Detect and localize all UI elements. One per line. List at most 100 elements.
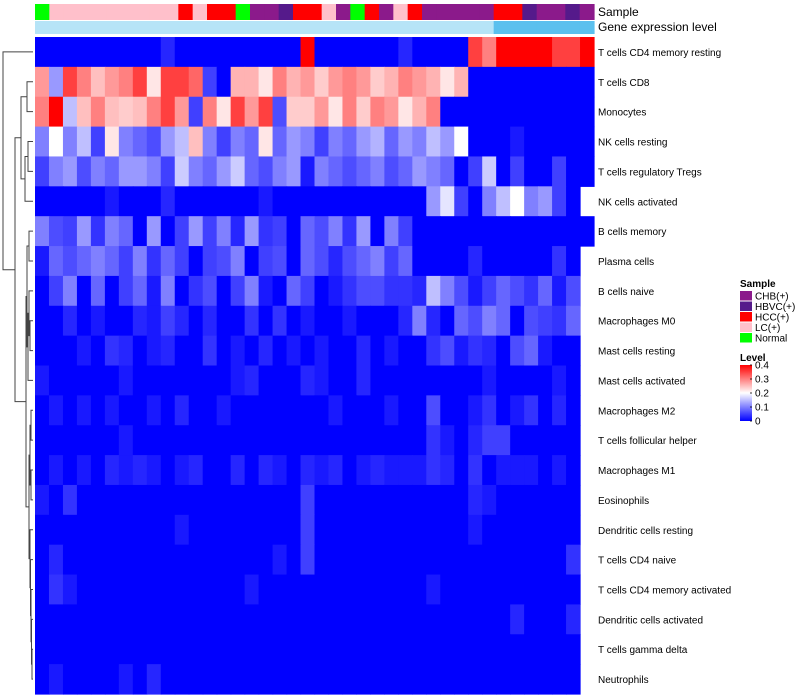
heatmap-cell (132, 604, 148, 635)
heatmap-cell (244, 395, 260, 426)
heatmap-cell (62, 604, 78, 635)
level-colorbar (740, 365, 752, 421)
heatmap-cell (90, 365, 106, 396)
heatmap-cell (454, 425, 469, 456)
heatmap-cell (384, 305, 399, 337)
heatmap-cell (244, 275, 260, 307)
heatmap-cell (104, 425, 120, 456)
heatmap-cell (188, 514, 204, 546)
dendrogram-branch (2, 51, 33, 271)
heatmap-cell (482, 604, 497, 635)
heatmap-cell (412, 37, 427, 68)
heatmap-cell (160, 395, 176, 426)
heatmap-cell (314, 514, 330, 546)
heatmap-cell (286, 455, 302, 486)
heatmap-cell (300, 305, 316, 337)
heatmap-cell (398, 574, 413, 606)
heatmap-cell (160, 604, 176, 635)
heatmap-cell (482, 634, 497, 665)
expression-annotation-cell (350, 21, 366, 34)
heatmap-cell (286, 395, 302, 426)
heatmap-cell (76, 455, 92, 486)
heatmap-cell (454, 514, 469, 546)
heatmap-cell (328, 66, 344, 98)
heatmap-cell (244, 126, 260, 158)
heatmap-cell (62, 574, 78, 606)
heatmap-cell (132, 305, 148, 337)
heatmap-cell (384, 395, 399, 426)
heatmap-cell (272, 216, 288, 247)
heatmap-cell (384, 156, 399, 187)
heatmap-cell (342, 96, 358, 128)
sample-annotation-cell (92, 4, 108, 20)
heatmap-cell (426, 335, 441, 367)
heatmap-cell (216, 365, 232, 396)
heatmap-cell (566, 335, 581, 367)
expression-annotation-cell (221, 21, 237, 34)
heatmap-cell (272, 604, 288, 635)
heatmap-cell (230, 634, 246, 665)
heatmap-cell (118, 216, 134, 247)
heatmap-cell (328, 664, 344, 695)
heatmap-cell (258, 484, 274, 516)
heatmap-cell (300, 186, 316, 217)
heatmap-cell (398, 425, 413, 456)
heatmap-cell (552, 425, 567, 456)
heatmap-cell (286, 574, 302, 606)
heatmap-cell (524, 395, 539, 426)
heatmap-cell (314, 574, 330, 606)
row-label: Macrophages M1 (598, 466, 676, 477)
dendrogram-branch (30, 469, 33, 501)
heatmap-cell (454, 37, 469, 68)
heatmap-cell (384, 246, 399, 277)
heatmap-cell (202, 604, 218, 635)
heatmap-cell (230, 305, 246, 337)
heatmap-cell (398, 484, 413, 516)
heatmap-cell (342, 275, 358, 307)
heatmap-cell (496, 126, 511, 158)
heatmap-cell (104, 455, 120, 486)
heatmap-cell (230, 544, 246, 576)
heatmap-cell (496, 634, 511, 665)
heatmap-cell (384, 216, 399, 247)
heatmap-cell (146, 455, 162, 486)
row-label: NK cells resting (598, 138, 667, 149)
heatmap-cell (48, 275, 64, 307)
heatmap-cell (356, 455, 371, 486)
heatmap-cell (272, 425, 288, 456)
heatmap-cell (440, 96, 455, 128)
heatmap-cell (90, 544, 106, 576)
heatmap-cell (216, 156, 232, 187)
level-legend-tick-label: 0.4 (755, 361, 769, 372)
heatmap-cell (160, 275, 176, 307)
heatmap-cell (538, 634, 553, 665)
heatmap-cell (342, 305, 358, 337)
heatmap-cell (258, 275, 274, 307)
heatmap-cell (496, 186, 511, 217)
heatmap-cell (496, 544, 511, 576)
heatmap-cell (300, 664, 316, 695)
heatmap-cell (104, 275, 120, 307)
heatmap-cell (174, 664, 190, 695)
heatmap-cell (48, 305, 64, 337)
heatmap-cell (468, 216, 483, 247)
heatmap-cell (356, 246, 371, 277)
heatmap-cell (496, 66, 511, 98)
heatmap-cell (468, 156, 483, 187)
heatmap-cell (76, 634, 92, 665)
heatmap-cell (538, 365, 553, 396)
heatmap-cell (272, 365, 288, 396)
heatmap-cell (272, 156, 288, 187)
heatmap-cell (384, 186, 399, 217)
heatmap-cell (90, 484, 106, 516)
heatmap-cell (566, 246, 581, 277)
heatmap-cell (356, 305, 371, 337)
expression-annotation-cell (278, 21, 294, 34)
heatmap-cell (412, 574, 427, 606)
heatmap-cell (440, 305, 455, 337)
heatmap-cell (426, 664, 441, 695)
heatmap-cell (160, 455, 176, 486)
heatmap-cell (552, 275, 567, 307)
heatmap-cell (216, 37, 232, 68)
heatmap-cell (188, 275, 204, 307)
